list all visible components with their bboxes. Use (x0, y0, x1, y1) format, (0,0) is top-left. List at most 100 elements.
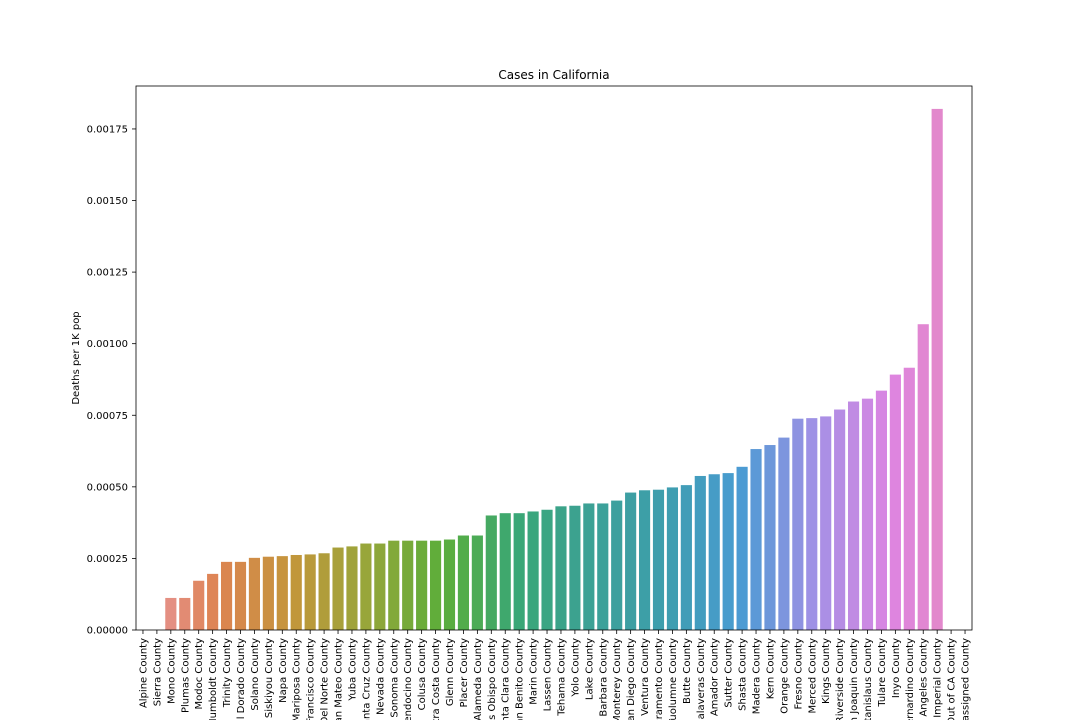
x-axis: Alpine County Sierra County Mono County Plu… (138, 630, 972, 720)
bar (457, 535, 470, 630)
bar (248, 557, 261, 630)
x-tick-label: Tuolumne County (668, 638, 679, 720)
bar (638, 490, 651, 630)
bar (374, 543, 386, 630)
plot-frame (135, 85, 973, 631)
bar (360, 543, 372, 630)
y-tick-label: 0.00175 (87, 124, 128, 135)
bar (792, 418, 804, 630)
x-tick-label: Butte County (682, 638, 693, 704)
bar (318, 553, 330, 630)
bar (694, 475, 706, 630)
x-tick-label: Santa Cruz County (361, 638, 372, 720)
x-tick-label: Amador County (710, 638, 721, 716)
x-tick-label: Solano County (250, 638, 261, 711)
x-tick-label: Placer County (459, 638, 470, 708)
bar (903, 367, 915, 630)
bar (165, 597, 177, 630)
y-tick-label: 0.00150 (87, 196, 128, 207)
bar (764, 445, 776, 630)
x-tick-label: Santa Clara County (501, 638, 512, 720)
bar (388, 540, 400, 630)
bar (207, 573, 219, 630)
x-tick-label: Sacramento County (654, 638, 665, 720)
bar (569, 505, 581, 630)
bar (722, 473, 734, 630)
x-tick-label: Modoc County (194, 638, 205, 710)
bar (402, 540, 414, 630)
bar (847, 401, 860, 630)
bar (276, 556, 288, 630)
x-tick-label: Imperial County (933, 638, 944, 718)
y-tick-label: 0.00100 (87, 339, 128, 350)
bar (262, 556, 274, 630)
x-tick-label: Fresno County (793, 638, 804, 710)
bar (820, 416, 832, 630)
x-tick-label: Unassigned County (961, 638, 972, 720)
bar (625, 492, 637, 630)
bar (611, 500, 623, 630)
x-tick-label: San Bernardino County (905, 638, 916, 720)
x-tick-label: San Luis Obispo County (487, 638, 498, 720)
x-tick-label: Stanislaus County (863, 638, 874, 720)
bar (889, 374, 901, 630)
bar (680, 485, 692, 630)
x-tick-label: Plumas County (180, 638, 191, 713)
x-tick-label: Mono County (166, 638, 177, 704)
bar (917, 324, 929, 630)
x-tick-label: Yolo County (570, 638, 581, 698)
bar (583, 503, 595, 630)
x-tick-label: Alpine County (138, 638, 149, 708)
chart-title: Cases in California (498, 68, 609, 82)
bar (541, 509, 553, 630)
x-tick-label: Lassen County (543, 638, 554, 711)
x-tick-label: Marin County (529, 638, 540, 705)
x-tick-label: Colusa County (417, 638, 428, 710)
x-tick-label: San Francisco County (306, 638, 317, 720)
bar (652, 489, 665, 630)
x-tick-label: Los Angeles County (919, 638, 930, 720)
x-tick-label: Alameda County (473, 638, 484, 720)
bar (834, 409, 846, 630)
x-tick-label: Glenn County (445, 638, 456, 706)
bar (750, 449, 762, 630)
x-tick-label: Humboldt County (208, 638, 219, 720)
bar (332, 547, 344, 630)
bar (513, 513, 525, 630)
y-tick-label: 0.00000 (87, 626, 128, 637)
bar (499, 513, 511, 630)
bar (304, 554, 316, 630)
y-axis: 0.00000 0.00025 0.00050 0.00075 0.00100 0.001… (87, 124, 136, 637)
bar (931, 108, 943, 630)
bar (778, 437, 790, 630)
x-tick-label: Siskiyou County (264, 638, 275, 718)
bar (806, 418, 818, 630)
bar (443, 539, 456, 630)
x-tick-label: Madera County (752, 638, 763, 714)
x-tick-label: Ventura County (640, 638, 651, 716)
x-tick-label: San Diego County (626, 638, 637, 720)
x-tick-label: Monterey County (612, 638, 623, 720)
bar (527, 511, 539, 630)
bar (416, 540, 428, 630)
x-tick-label: Del Norte County (320, 638, 331, 720)
x-tick-label: Napa County (278, 638, 289, 703)
x-tick-label: Contra Costa County (431, 638, 442, 720)
x-tick-label: Kern County (765, 638, 776, 699)
x-tick-label: Out of CA County (947, 638, 958, 720)
bar (429, 540, 442, 630)
bar (485, 515, 497, 630)
x-tick-label: Merced County (807, 638, 818, 714)
x-tick-label: Kings County (821, 638, 832, 704)
x-tick-label: Tulare County (877, 638, 888, 708)
x-tick-label: Yuba County (347, 638, 358, 702)
bars-group (165, 108, 943, 630)
x-tick-label: Nevada County (375, 638, 386, 715)
x-tick-label: Trinity County (222, 638, 233, 708)
y-tick-label: 0.00075 (87, 411, 128, 422)
x-tick-label: San Mateo County (334, 638, 345, 720)
x-tick-label: Tehama County (556, 638, 567, 717)
bar (736, 466, 748, 630)
bar (193, 580, 205, 630)
